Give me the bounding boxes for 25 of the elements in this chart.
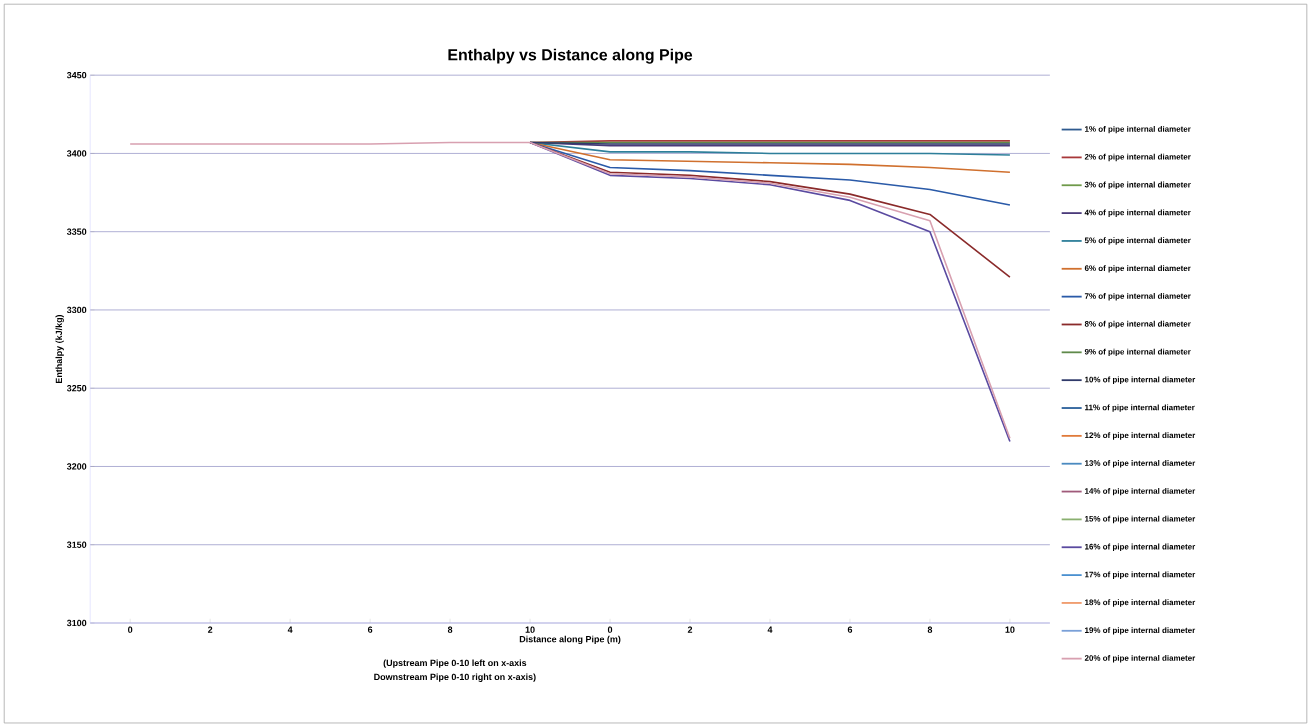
x-tick-label: 2	[207, 626, 213, 633]
x-axis-title: Distance along Pipe (m)	[519, 635, 621, 645]
x-tick-label: 4	[767, 626, 773, 633]
x-tick-label: 6	[847, 626, 853, 633]
y-tick-label: 3250	[66, 384, 87, 392]
text: Downstream Pipe 0-10 right on x-axis)	[374, 673, 536, 682]
y-axis-title: Enthalpy (kJ/kg)	[55, 314, 64, 384]
x-tick-label: 10	[525, 626, 535, 633]
y-tick-label: 3150	[66, 541, 87, 548]
y-tick-label: 3350	[66, 228, 87, 235]
y-tick-label: 3300	[66, 306, 87, 314]
x-tick-label: 4	[287, 626, 293, 633]
y-tick-label: 3200	[66, 463, 87, 470]
x-tick-label: 10	[1005, 626, 1015, 633]
y-tick-label: 3100	[66, 619, 87, 627]
y-tick-label: 3400	[66, 150, 87, 157]
x-tick-label: 8	[927, 626, 933, 633]
y-tick-label: 3450	[66, 71, 87, 79]
x-tick-label: 2	[687, 626, 693, 633]
x-tick-label: 0	[128, 626, 133, 633]
text: (Upstream Pipe 0-10 left on x-axis	[383, 659, 527, 668]
x-tick-label: 8	[447, 626, 453, 633]
x-tick-label: 6	[367, 626, 373, 633]
x-tick-label: 0	[607, 626, 613, 633]
chart-title: Enthalpy vs Distance along Pipe	[448, 48, 693, 64]
